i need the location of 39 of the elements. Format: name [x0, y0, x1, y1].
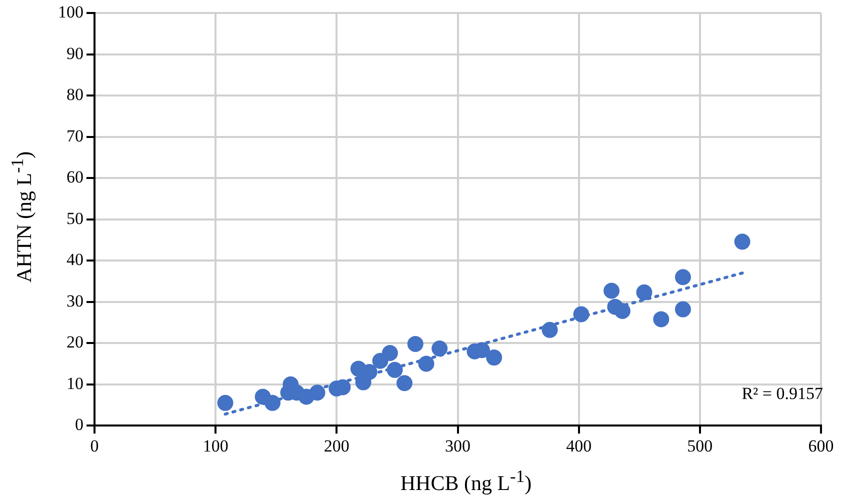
- point: [653, 311, 670, 328]
- y-tick-label: 30: [66, 291, 84, 310]
- point: [674, 269, 691, 286]
- x-tick-label: 200: [324, 436, 350, 456]
- point: [309, 384, 326, 401]
- x-tick-label: 500: [687, 436, 713, 456]
- y-tick-label: 40: [66, 250, 84, 270]
- y-tick-label: 50: [66, 208, 84, 228]
- point: [486, 350, 502, 366]
- point: [432, 340, 448, 356]
- y-tick-label: 20: [66, 332, 84, 352]
- x-tick-label: 100: [202, 436, 228, 456]
- x-tick-label: 600: [808, 436, 834, 456]
- point: [542, 322, 558, 338]
- y-tick-label: 100: [58, 2, 84, 22]
- point: [734, 234, 750, 250]
- y-tick-label: 60: [66, 168, 84, 187]
- y-tick-label: 0: [75, 415, 84, 434]
- point: [264, 394, 280, 411]
- y-tick-label: 10: [66, 374, 84, 393]
- x-tick-label: 300: [445, 436, 470, 456]
- y-tick-label: 80: [66, 85, 84, 104]
- point: [614, 302, 630, 319]
- point: [674, 301, 691, 318]
- x-tick-label: 0: [90, 436, 99, 456]
- point: [604, 282, 620, 299]
- point: [573, 306, 590, 322]
- annotation: R² = 0.9157: [742, 384, 823, 404]
- x-axis-title: HHCB (ng L$^{-1}$): [399, 466, 533, 496]
- point: [636, 284, 652, 300]
- point: [386, 362, 403, 378]
- point: [407, 336, 424, 352]
- x-tick-label: 400: [566, 436, 592, 456]
- y-tick-label: 70: [66, 126, 84, 146]
- point: [418, 356, 434, 372]
- point: [382, 345, 398, 362]
- point: [217, 394, 234, 411]
- point: [396, 375, 412, 392]
- y-tick-label: 90: [66, 44, 84, 63]
